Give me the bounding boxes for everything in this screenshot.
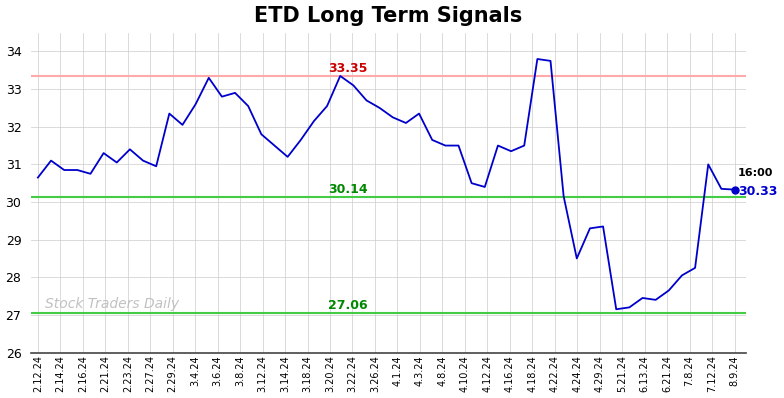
Text: 33.35: 33.35: [328, 62, 368, 75]
Title: ETD Long Term Signals: ETD Long Term Signals: [254, 6, 523, 25]
Text: 30.33: 30.33: [738, 185, 777, 198]
Text: 16:00: 16:00: [738, 168, 773, 178]
Text: 27.06: 27.06: [328, 299, 368, 312]
Text: Stock Traders Daily: Stock Traders Daily: [45, 297, 180, 311]
Text: 30.14: 30.14: [328, 183, 368, 196]
